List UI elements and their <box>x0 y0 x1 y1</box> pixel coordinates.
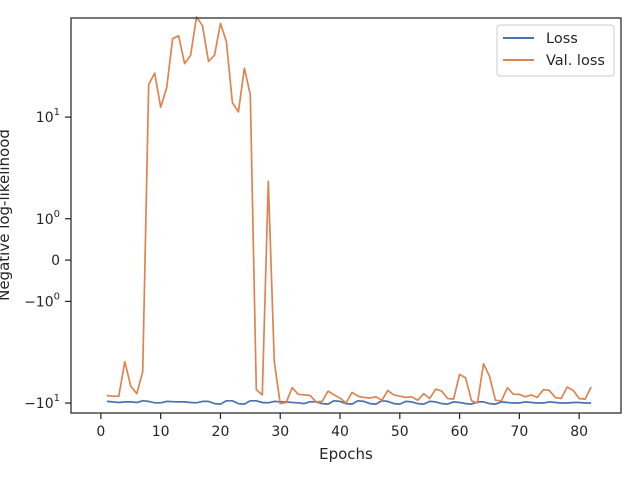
plot-frame <box>70 17 622 414</box>
x-tick-label: 50 <box>391 424 409 440</box>
x-tick-label: 60 <box>451 424 469 440</box>
x-axis: 0 10 20 30 40 50 60 70 80 <box>96 413 588 440</box>
legend-label-val-loss: Val. loss <box>546 53 605 69</box>
x-axis-label: Epochs <box>319 445 373 463</box>
x-tick-label: 10 <box>152 424 170 440</box>
series-line-val-loss <box>106 16 592 405</box>
y-tick-label: 0 <box>51 253 60 269</box>
x-tick-label: 20 <box>212 424 230 440</box>
y-tick-label: 101 <box>36 107 60 126</box>
x-tick-label: 70 <box>510 424 528 440</box>
series-loss <box>106 399 592 405</box>
legend: Loss Val. loss <box>496 24 615 77</box>
x-tick-label: 0 <box>96 424 105 440</box>
y-axis-label: Negative log-likelihood <box>0 129 13 301</box>
x-tick-label: 80 <box>570 424 588 440</box>
y-axis: −101 −100 0 100 101 <box>24 107 71 412</box>
x-tick-label: 30 <box>271 424 289 440</box>
series-line-loss <box>106 399 592 405</box>
legend-label-loss: Loss <box>546 31 578 47</box>
y-tick-label: −100 <box>24 291 60 310</box>
series-val-loss <box>106 16 592 405</box>
x-tick-label: 40 <box>331 424 349 440</box>
y-tick-label: −101 <box>24 393 60 412</box>
y-tick-label: 100 <box>36 209 60 228</box>
